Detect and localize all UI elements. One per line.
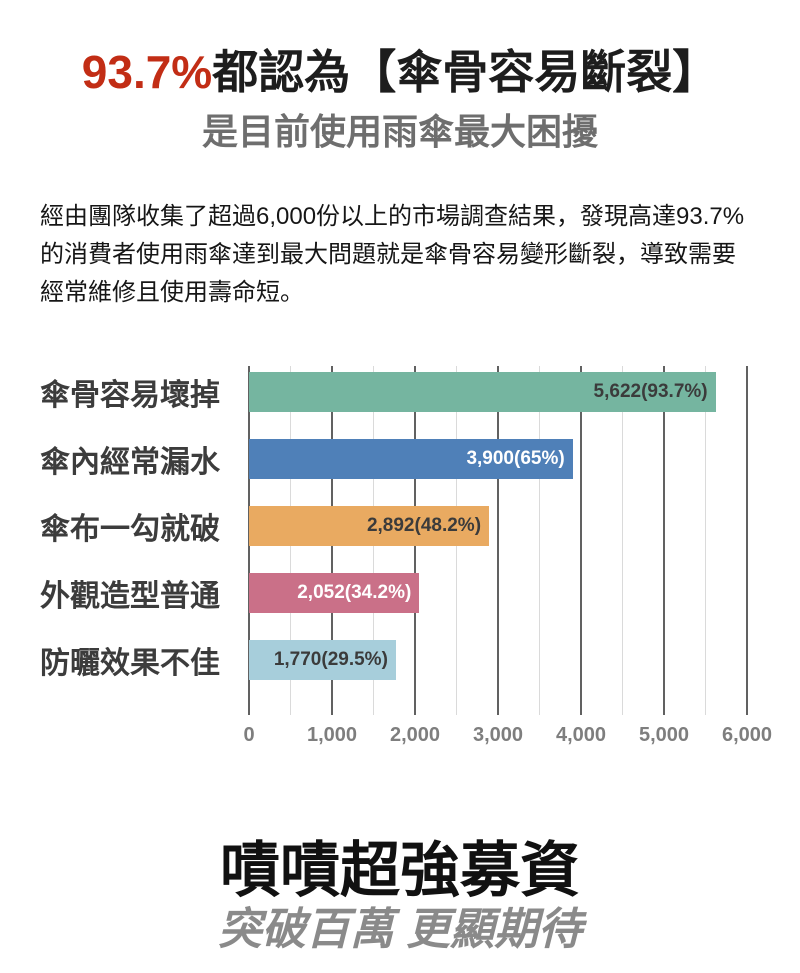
x-tick-label: 0 [243,724,255,747]
page-title: 93.7%都認為【傘骨容易斷裂】 [0,46,800,99]
minor-gridline [705,366,706,716]
footer-subtitle: 突破百萬 更顯期待 [217,905,583,955]
intro-line: 的消費者使用雨傘達到最大問題就是傘骨容易變形斷裂，導致需要 [40,241,736,269]
major-gridline [663,366,665,716]
footer: 嘖嘖超強募資 突破百萬 更顯期待 [0,839,800,954]
major-gridline [497,366,499,716]
bar-2: 2,892(48.2%) [249,506,490,547]
major-gridline [580,366,582,716]
x-tick-label: 2,000 [389,724,441,747]
x-tick-label: 4,000 [555,724,607,747]
category-label: 傘布一勾就破 [40,513,220,547]
bar-3: 2,052(34.2%) [249,573,420,614]
category-label: 傘骨容易壞掉 [40,379,220,413]
bar-chart: 5,622(93.7%) 3,900(65%) 2,892(48.2%) 2,052(… [0,366,800,751]
intro-paragraph: 經由團隊收集了超過6,000份以上的市場調查結果，發現高達93.7% 的消費者使… [40,198,760,312]
intro-line: 經常維修且使用壽命短。 [40,279,304,307]
bar-value-label: 5,622(93.7%) [593,381,708,403]
major-gridline [746,366,748,716]
bar-value-label: 2,052(34.2%) [297,582,412,604]
bar-value-label: 2,892(48.2%) [366,515,482,537]
category-label: 防曬效果不佳 [40,647,220,681]
bar-value-label: 3,900(65%) [466,448,565,470]
category-label: 外觀造型普通 [40,580,220,614]
x-tick-label: 3,000 [472,724,524,747]
page-subtitle: 是目前使用雨傘最大困擾 [201,110,598,152]
chart-plot-area: 5,622(93.7%) 3,900(65%) 2,892(48.2%) 2,052(… [248,366,748,716]
bar-4: 1,770(29.5%) [249,640,396,681]
x-tick-label: 6,000 [721,724,773,747]
header: 93.7%都認為【傘骨容易斷裂】 是目前使用雨傘最大困擾 [0,0,800,152]
bar-1: 3,900(65%) [249,439,573,480]
x-tick-label: 1,000 [306,724,358,747]
title-text: 都認為【傘骨容易斷裂】 [212,46,719,98]
bar-value-label: 1,770(29.5%) [273,649,388,671]
minor-gridline [539,366,540,716]
x-tick-label: 5,000 [638,724,690,747]
intro-line: 經由團隊收集了超過6,000份以上的市場調查結果，發現高達93.7% [40,203,745,231]
category-label: 傘內經常漏水 [40,446,220,480]
title-highlight-percentage: 93.7% [81,46,213,98]
minor-gridline [622,366,623,716]
footer-title: 嘖嘖超強募資 [220,837,580,905]
bar-0: 5,622(93.7%) [249,372,716,413]
